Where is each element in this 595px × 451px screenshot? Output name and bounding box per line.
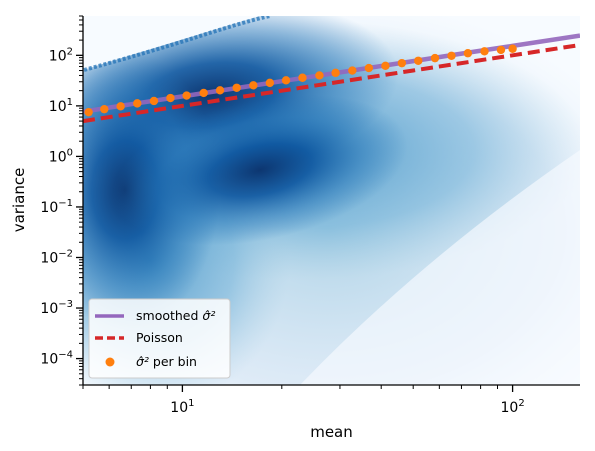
point-per-bin — [133, 99, 142, 108]
point-per-bin — [100, 104, 109, 114]
point-per-bin — [281, 76, 291, 85]
y-axis-title: variance — [10, 168, 28, 233]
y-tick-label: 10−1 — [40, 198, 73, 216]
point-per-bin — [430, 53, 440, 63]
density-upper-edge — [83, 16, 260, 70]
x-axis-title: mean — [310, 423, 353, 441]
density-core-mid — [112, 94, 408, 246]
legend-label-per-bin: σ̂² per bin — [136, 354, 197, 369]
x-tick-label: 101 — [170, 398, 194, 416]
point-per-bin — [496, 45, 506, 55]
point-per-bin — [182, 91, 191, 100]
point-per-bin — [508, 44, 517, 53]
point-per-bin — [298, 73, 307, 82]
density-upper-ridge — [83, 16, 271, 72]
point-per-bin — [381, 61, 390, 71]
y-tick-label: 10−2 — [40, 248, 73, 266]
point-per-bin — [480, 47, 489, 56]
legend-label-smoothed: smoothed σ̂² — [136, 308, 215, 323]
legend-marker-per-bin — [105, 357, 115, 367]
legend-box — [88, 298, 231, 379]
point-per-bin — [149, 96, 159, 106]
point-per-bin — [199, 88, 208, 98]
y-tick-label: 102 — [49, 46, 73, 64]
point-per-bin — [215, 86, 225, 95]
point-per-bin — [249, 81, 258, 90]
legend: smoothed σ̂² Poisson σ̂² per bin — [88, 298, 231, 379]
density-lower-right-fade — [300, 150, 580, 385]
point-per-bin — [166, 93, 175, 103]
point-per-bin — [315, 71, 324, 80]
y-tick-label: 10−3 — [40, 299, 73, 317]
y-tick-label: 101 — [49, 97, 73, 115]
point-per-bin — [414, 56, 423, 65]
point-per-bin — [232, 83, 241, 92]
point-per-bin — [116, 102, 125, 111]
point-per-bin — [84, 107, 93, 117]
point-per-bin — [331, 68, 340, 78]
line-poisson — [83, 43, 580, 124]
legend-label-poisson: Poisson — [136, 330, 183, 345]
point-per-bin — [364, 63, 374, 73]
point-per-bin — [265, 78, 275, 88]
y-tick-label: 10−4 — [40, 350, 73, 368]
y-axis-ticks: 10−4 10−3 10−2 10−1 100 101 102 — [40, 15, 83, 386]
x-axis-ticks: 101 102 — [82, 385, 525, 416]
point-per-bin — [447, 51, 456, 60]
point-per-bin — [397, 58, 407, 68]
y-tick-label: 100 — [49, 147, 73, 165]
point-per-bin — [348, 66, 357, 75]
point-per-bin — [463, 49, 473, 58]
x-tick-label: 102 — [500, 398, 524, 416]
